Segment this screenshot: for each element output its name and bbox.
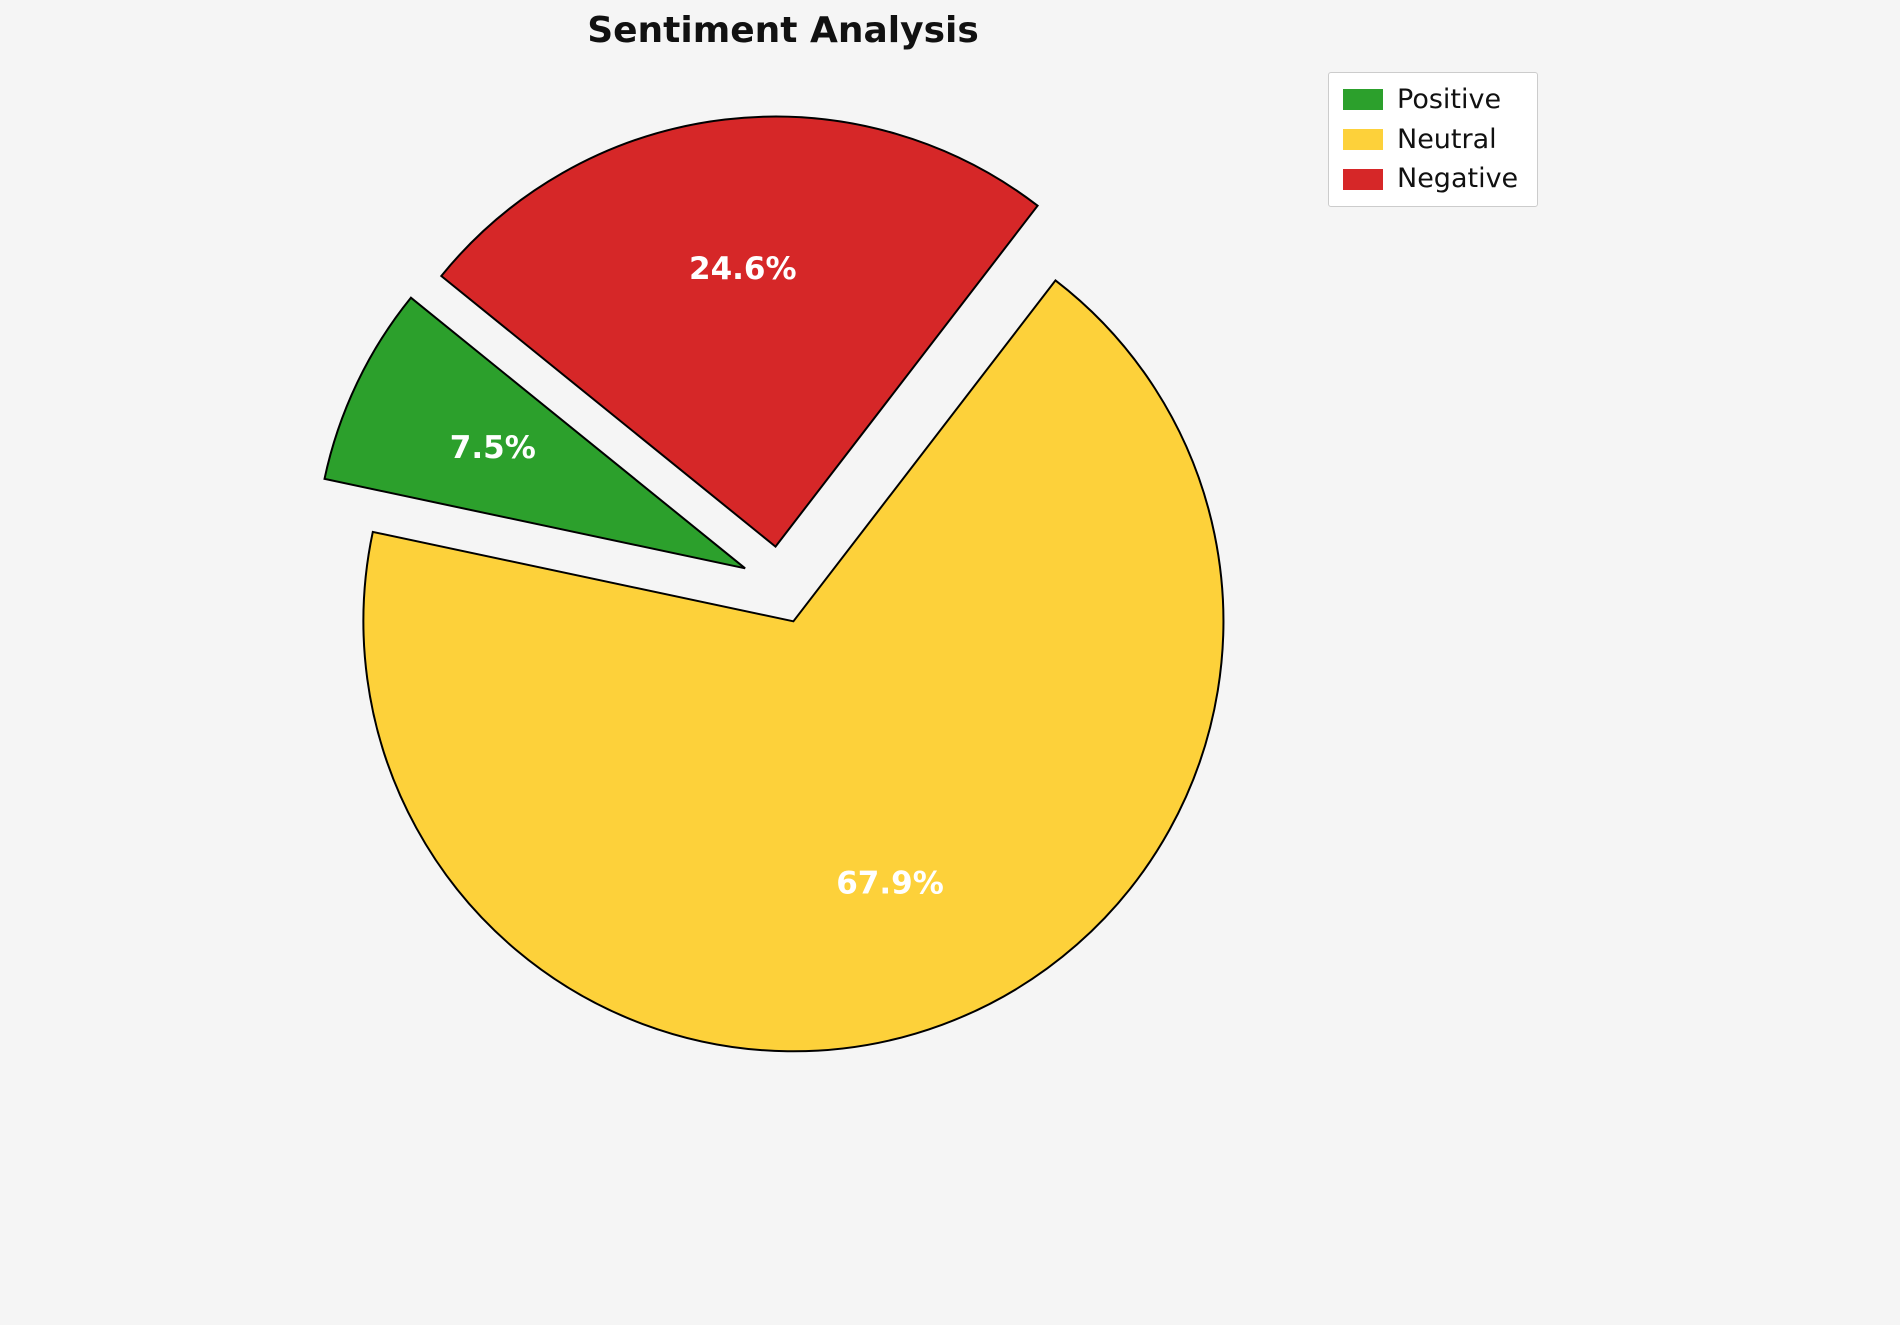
legend-swatch-positive-icon [1343, 89, 1383, 111]
legend-label-negative: Negative [1397, 163, 1519, 195]
pie-slice-positive [323, 296, 746, 570]
slice-label-neutral: 67.9% [836, 866, 944, 902]
legend-label-neutral: Neutral [1397, 123, 1497, 155]
legend-label-positive: Positive [1397, 84, 1502, 115]
slice-label-positive: 7.5% [450, 430, 536, 466]
legend-swatch-neutral-icon [1343, 129, 1383, 151]
pie-slice-neutral [362, 278, 1225, 1053]
legend-item-negative: Negative [1343, 164, 1523, 194]
pie-slice-negative [439, 115, 1040, 549]
legend: Positive Neutral Negative [1328, 72, 1538, 208]
legend-swatch-negative-icon [1343, 168, 1383, 190]
chart-title: Sentiment Analysis [587, 10, 979, 51]
slice-label-negative: 24.6% [689, 251, 797, 287]
legend-item-positive: Positive [1343, 85, 1523, 115]
legend-item-neutral: Neutral [1343, 123, 1523, 155]
